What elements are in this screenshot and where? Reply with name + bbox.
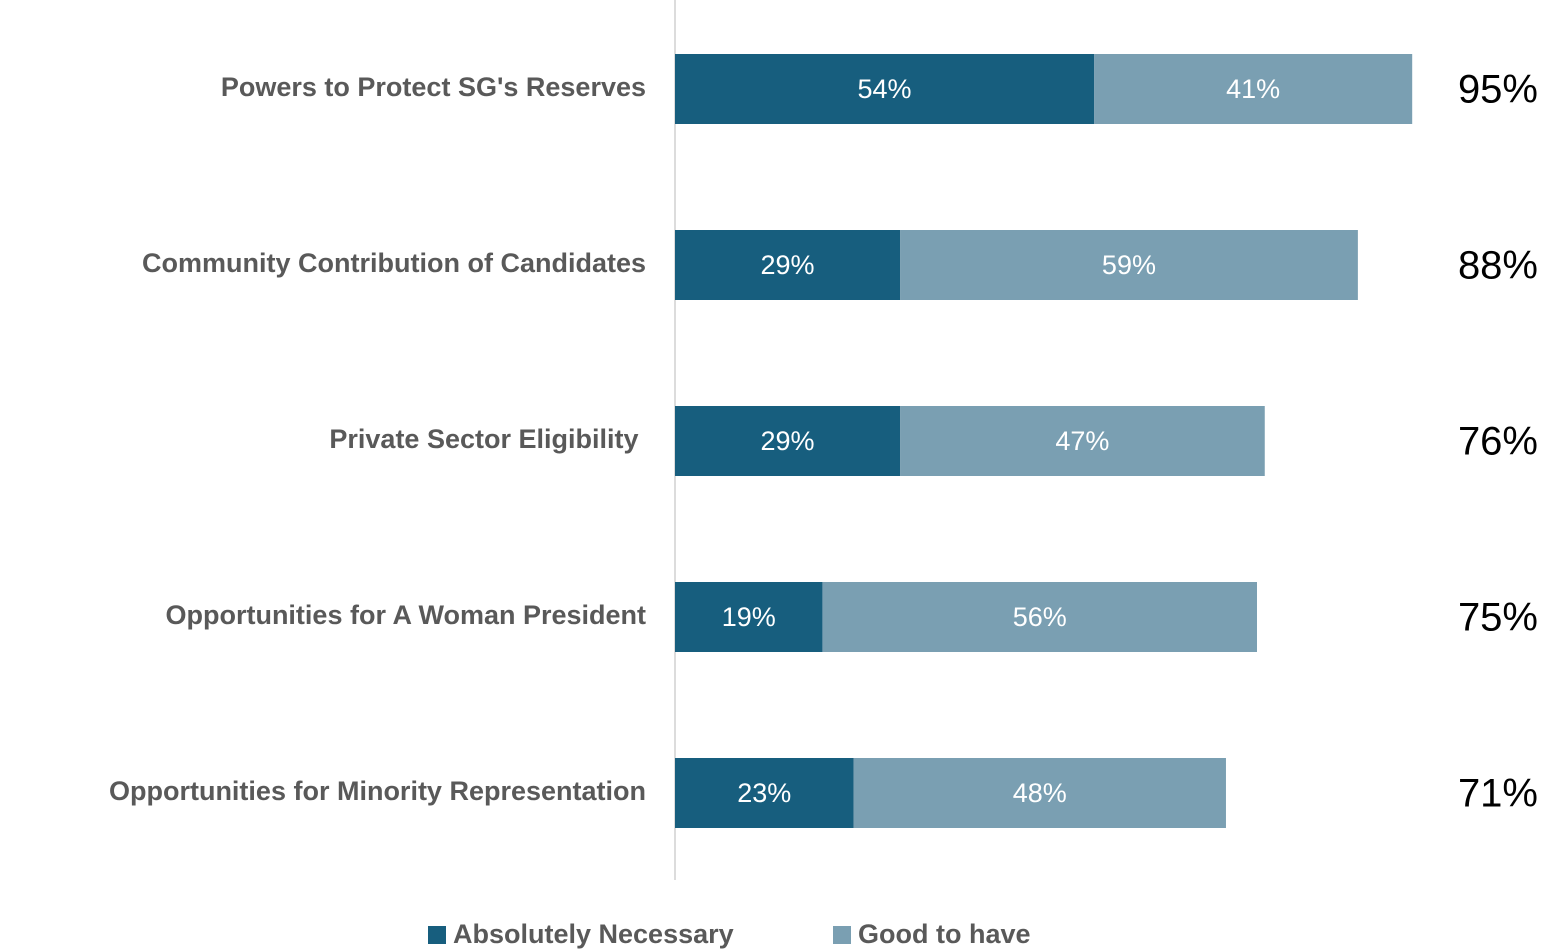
- legend-swatch: [833, 926, 851, 944]
- value-label: 19%: [722, 602, 776, 632]
- category-label: Private Sector Eligibility: [329, 424, 646, 454]
- category-label: Powers to Protect SG's Reserves: [221, 72, 646, 102]
- category-label: Community Contribution of Candidates: [142, 248, 646, 278]
- value-label: 54%: [857, 74, 911, 104]
- value-label: 48%: [1013, 778, 1067, 808]
- bar-segment: [675, 758, 854, 828]
- value-label: 47%: [1055, 426, 1109, 456]
- total-label: 88%: [1458, 244, 1538, 288]
- value-label: 56%: [1013, 602, 1067, 632]
- category-label: Opportunities for Minority Representatio…: [109, 776, 646, 806]
- total-label: 75%: [1458, 596, 1538, 640]
- bar-segment: [675, 230, 901, 300]
- bar-segment: [675, 54, 1095, 124]
- bar-segment: [1094, 54, 1413, 124]
- total-label: 76%: [1458, 420, 1538, 464]
- bar-segment: [822, 582, 1257, 652]
- bar-segment: [675, 582, 823, 652]
- legend-label: Good to have: [858, 919, 1031, 949]
- total-label: 71%: [1458, 772, 1538, 816]
- legend-label: Absolutely Necessary: [453, 919, 734, 949]
- value-label: 59%: [1102, 250, 1156, 280]
- legend-swatch: [428, 926, 446, 944]
- total-label: 95%: [1458, 68, 1538, 112]
- value-label: 23%: [737, 778, 791, 808]
- bar-segment: [675, 406, 901, 476]
- value-label: 29%: [760, 250, 814, 280]
- bar-segment: [900, 230, 1358, 300]
- bar-segment: [900, 406, 1265, 476]
- bar-segment: [853, 758, 1226, 828]
- value-label: 29%: [760, 426, 814, 456]
- value-label: 41%: [1226, 74, 1280, 104]
- category-label: Opportunities for A Woman President: [165, 600, 646, 630]
